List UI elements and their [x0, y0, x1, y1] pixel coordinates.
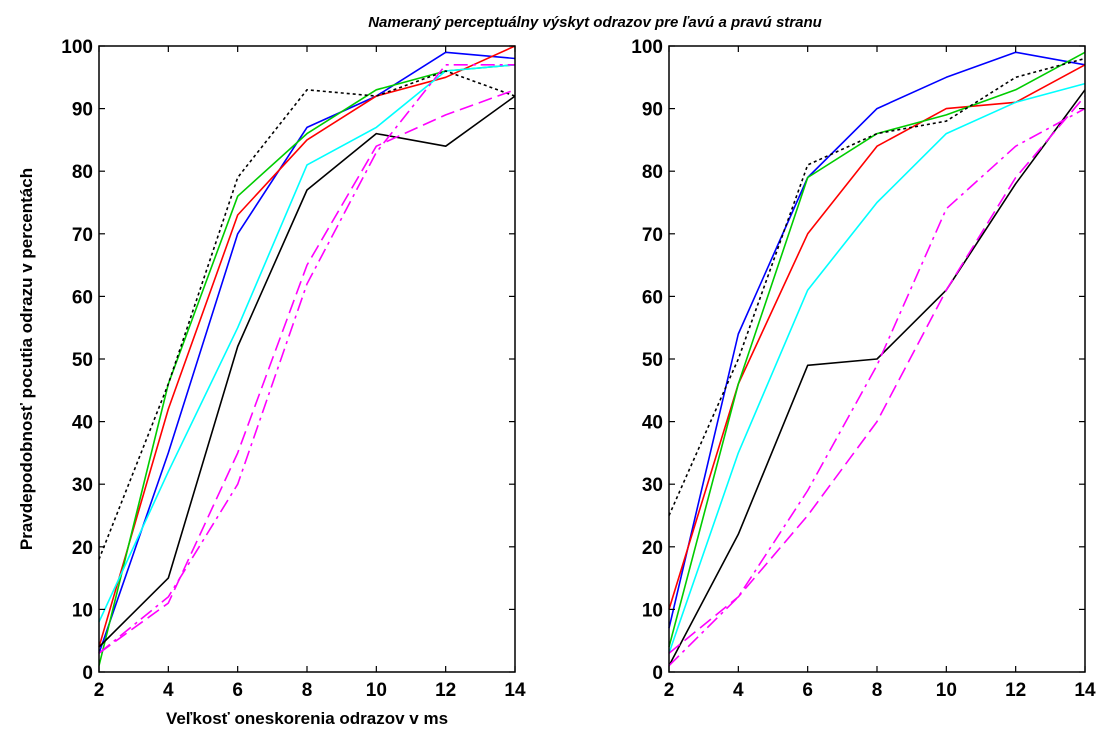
- series-line-3: [98, 64, 516, 666]
- y-tick-label: 70: [642, 225, 663, 246]
- x-tick-label: 2: [664, 680, 675, 701]
- y-tick-label: 0: [82, 663, 93, 684]
- series-line-2: [98, 45, 516, 648]
- chart-panel-2: 2 4 6 8 10 12 14 0 10 20 30 40 50 60 70 80 90 100: [631, 37, 1096, 701]
- x-tick-label: 8: [872, 680, 883, 701]
- figure-title: Nameraný perceptuálny výskyt odrazov pre…: [368, 14, 822, 31]
- y-tick-label: 100: [631, 37, 663, 58]
- series-line-1: [98, 51, 516, 654]
- x-tick-label: 6: [232, 680, 243, 701]
- x-tick-label: 6: [802, 680, 813, 701]
- y-tick-label: 20: [72, 538, 93, 559]
- series-line-7: [98, 89, 516, 654]
- series-line-5: [668, 89, 1086, 667]
- y-tick-label: 90: [642, 100, 663, 121]
- y-tick-label: 50: [72, 350, 93, 371]
- y-tick-label: 90: [72, 100, 93, 121]
- y-tick-label: 30: [72, 475, 93, 496]
- x-tick-label: 12: [435, 680, 456, 701]
- y-axis-label: Pravdepodobnosť pocutia odrazu v percent…: [17, 168, 36, 550]
- x-tick-label: 4: [163, 680, 174, 701]
- y-tick-label: 60: [72, 287, 93, 308]
- x-tick-label: 8: [302, 680, 313, 701]
- y-tick-label: 80: [642, 162, 663, 183]
- y-tick-label: 30: [642, 475, 663, 496]
- x-tick-label: 10: [936, 680, 957, 701]
- x-tick-label: 14: [504, 680, 526, 701]
- y-tick-label: 10: [642, 600, 663, 621]
- x-tick-label: 12: [1005, 680, 1026, 701]
- series-line-3: [668, 51, 1086, 648]
- x-tick-label: 10: [366, 680, 387, 701]
- series-line-6: [98, 70, 516, 560]
- x-tick-label: 4: [733, 680, 744, 701]
- series-line-6: [668, 57, 1086, 516]
- y-tick-label: 40: [642, 413, 663, 434]
- chart-panel-1: 2 4 6 8 10 12 14 0 10 20 30 40 50 60 70 80 90 100 Veľkosť …: [17, 37, 526, 728]
- series-line-4: [98, 64, 516, 623]
- series-line-7: [668, 95, 1086, 654]
- x-tick-label: 14: [1074, 680, 1096, 701]
- series-line-8: [98, 64, 515, 654]
- y-tick-label: 80: [72, 162, 93, 183]
- y-tick-label: 0: [652, 663, 663, 684]
- y-tick-label: 40: [72, 413, 93, 434]
- y-tick-label: 10: [72, 600, 93, 621]
- chart-panels: 2 4 6 8 10 12 140102030405060708090100Veľkosť …: [17, 37, 1096, 728]
- x-axis-label: Veľkosť oneskorenia odrazov v ms: [166, 709, 448, 728]
- y-tick-label: 20: [642, 538, 663, 559]
- y-tick-label: 70: [72, 225, 93, 246]
- series-line-2: [668, 64, 1086, 610]
- y-tick-label: 60: [642, 287, 663, 308]
- series-line-5: [98, 95, 516, 648]
- y-tick-label: 100: [61, 37, 93, 58]
- x-tick-label: 2: [94, 680, 105, 701]
- series-line-8: [668, 107, 1086, 667]
- y-tick-label: 50: [642, 350, 663, 371]
- series-line-1: [668, 51, 1086, 629]
- series-line-4: [668, 82, 1086, 654]
